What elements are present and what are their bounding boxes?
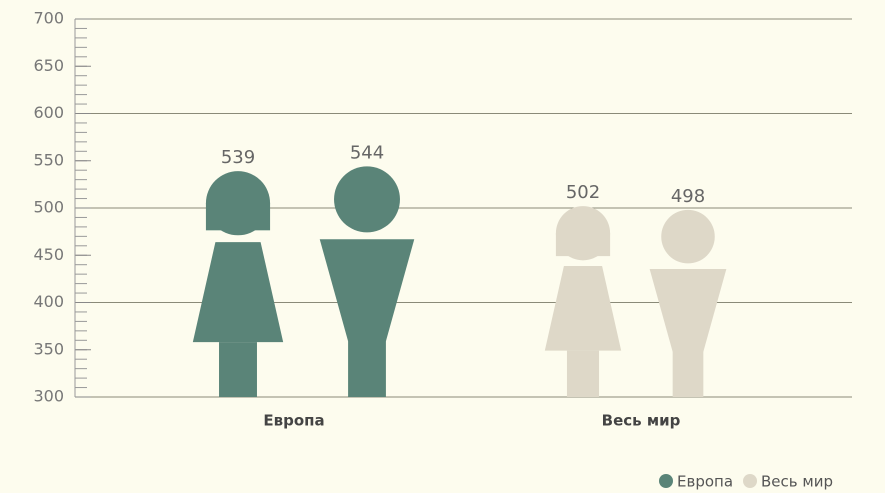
y-tick-label: 350 xyxy=(33,339,64,358)
value-label: 498 xyxy=(671,186,705,207)
pictogram-male xyxy=(649,209,727,397)
y-tick-label: 300 xyxy=(33,387,64,406)
x-tick-label: Европа xyxy=(263,412,324,430)
figure-part xyxy=(566,350,600,397)
figure-part xyxy=(672,351,704,397)
figure-part xyxy=(192,242,284,343)
figure-part xyxy=(319,239,415,342)
legend-swatch xyxy=(743,474,758,488)
value-label: 539 xyxy=(221,147,255,168)
legend-label: Европа xyxy=(677,473,733,491)
x-tick-label: Весь мир xyxy=(602,412,681,430)
value-label: 502 xyxy=(566,182,600,203)
pictogram-female xyxy=(192,171,284,397)
value-label: 544 xyxy=(350,142,384,163)
y-tick-label: 600 xyxy=(33,103,64,122)
pictogram-female xyxy=(544,206,622,397)
y-tick-label: 650 xyxy=(33,56,64,75)
y-tick-label: 500 xyxy=(33,198,64,217)
figure-part xyxy=(334,166,400,233)
figure-part xyxy=(219,342,257,397)
figure-part xyxy=(649,269,727,352)
figure-part xyxy=(205,203,271,231)
legend-label: Весь мир xyxy=(761,473,833,491)
y-tick-label: 700 xyxy=(33,9,64,28)
figure-part xyxy=(661,209,715,264)
figure-part xyxy=(555,233,611,257)
legend-swatch xyxy=(659,474,673,488)
y-tick-label: 450 xyxy=(33,245,64,264)
y-tick-label: 550 xyxy=(33,150,64,169)
figure-part xyxy=(544,266,622,351)
y-tick-label: 400 xyxy=(33,292,64,311)
figure-part xyxy=(348,340,386,397)
pictogram-male xyxy=(319,166,415,397)
